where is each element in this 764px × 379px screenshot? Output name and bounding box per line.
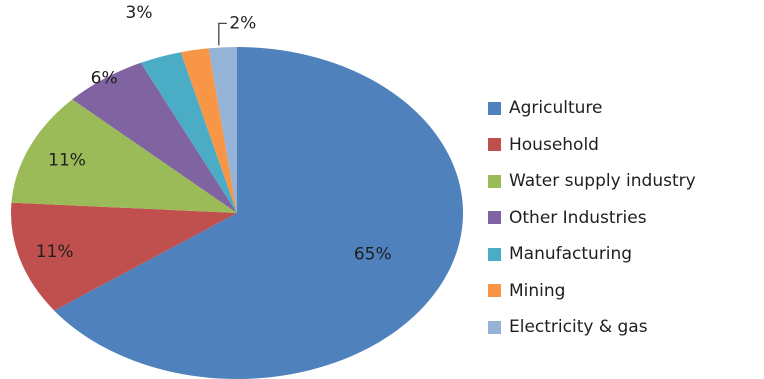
legend-item-electricity-and-gas: Electricity & gas — [488, 309, 696, 346]
legend-swatch — [488, 174, 501, 188]
legend-item-other-industries: Other Industries — [488, 200, 696, 237]
legend-swatch — [488, 138, 501, 152]
legend-item-household: Household — [488, 127, 696, 164]
legend-label: Other Industries — [509, 207, 647, 228]
pie-slice-manufacturing — [140, 52, 237, 213]
pie-slice-other-industries — [72, 62, 238, 214]
legend-item-mining: Mining — [488, 273, 696, 310]
legend-label: Household — [509, 134, 599, 155]
pie-slice-water-supply-industry — [11, 99, 238, 213]
data-label-agriculture: 65% — [354, 244, 392, 264]
data-label-electricity-and-gas: 2% — [229, 13, 256, 33]
legend-swatch — [488, 320, 501, 334]
legend-item-water-supply-industry: Water supply industry — [488, 163, 696, 200]
leader-line — [218, 22, 227, 46]
pie-slice-agriculture — [54, 47, 463, 379]
chart-legend: Agriculture Household Water supply industr… — [488, 90, 696, 346]
data-label-water-supply-industry: 11% — [48, 150, 86, 170]
data-label-manufacturing: 3% — [126, 3, 153, 23]
legend-label: Mining — [509, 280, 566, 301]
legend-label: Electricity & gas — [509, 317, 648, 338]
legend-label: Water supply industry — [509, 171, 696, 192]
legend-item-agriculture: Agriculture — [488, 90, 696, 127]
pie-slice-household — [10, 202, 237, 311]
data-label-other-industries: 6% — [91, 69, 118, 89]
legend-swatch — [488, 101, 501, 115]
pie-slice-electricity-and-gas — [208, 47, 237, 213]
legend-label: Manufacturing — [509, 244, 633, 265]
legend-label: Agriculture — [509, 98, 603, 119]
legend-swatch — [488, 211, 501, 225]
data-label-household: 11% — [36, 242, 74, 262]
legend-swatch — [488, 284, 501, 298]
legend-item-manufacturing: Manufacturing — [488, 236, 696, 273]
pie-slice-mining — [180, 48, 237, 213]
legend-swatch — [488, 247, 501, 261]
